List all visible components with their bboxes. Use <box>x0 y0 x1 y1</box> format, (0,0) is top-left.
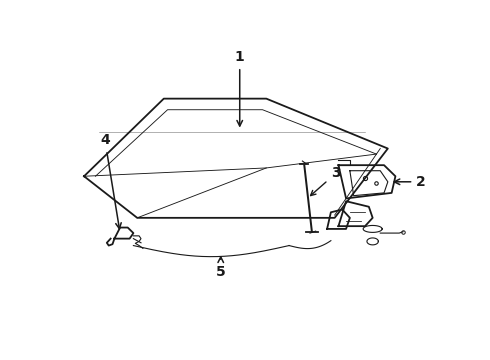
Text: 2: 2 <box>394 175 426 189</box>
Text: 5: 5 <box>216 257 225 279</box>
Text: 1: 1 <box>235 50 245 126</box>
Text: 3: 3 <box>311 166 341 195</box>
Text: 4: 4 <box>100 133 121 229</box>
